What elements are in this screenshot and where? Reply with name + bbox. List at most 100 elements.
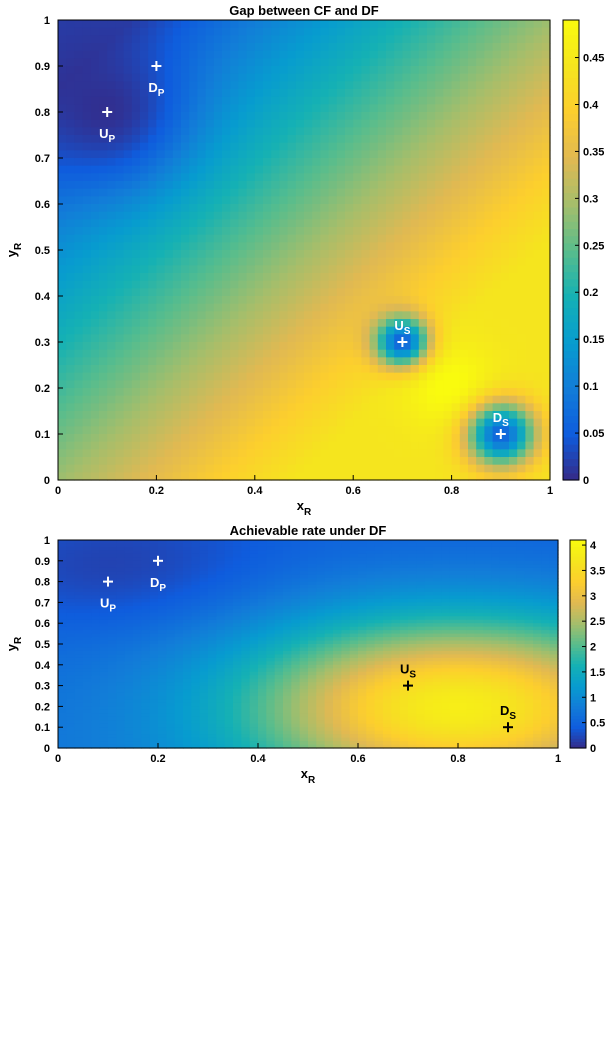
heatmap-cell: [328, 188, 338, 197]
heatmap-cell: [158, 654, 167, 659]
colorbar-step: [563, 41, 579, 50]
heatmap-cell: [295, 127, 305, 136]
heatmap-cell: [369, 449, 379, 458]
heatmap-cell: [91, 702, 101, 707]
heatmap-cell: [222, 464, 231, 473]
heatmap-cell: [386, 250, 395, 259]
heatmap-cell: [402, 418, 412, 427]
heatmap-cell: [254, 219, 264, 228]
heatmap-cell: [216, 696, 226, 701]
heatmap-cell: [141, 564, 151, 569]
heatmap-cell: [58, 303, 67, 312]
heatmap-cell: [500, 273, 510, 282]
heatmap-cell: [123, 73, 133, 82]
heatmap-cell: [418, 127, 428, 136]
heatmap-cell: [509, 319, 518, 328]
heatmap-cell: [148, 449, 157, 458]
heatmap-cell: [99, 388, 108, 397]
heatmap-cell: [191, 637, 201, 642]
heatmap-cell: [181, 349, 190, 358]
heatmap-cell: [164, 73, 174, 82]
heatmap-cell: [476, 349, 485, 358]
heatmap-cell: [131, 250, 141, 259]
heatmap-cell: [369, 434, 379, 443]
heatmap-cell: [158, 585, 167, 590]
heatmap-cell: [66, 472, 75, 481]
heatmap-cell: [500, 27, 510, 36]
heatmap-cell: [58, 441, 67, 450]
heatmap-cell: [197, 311, 207, 320]
heatmap-cell: [263, 357, 272, 366]
heatmap-cell: [394, 319, 403, 328]
heatmap-cell: [320, 234, 330, 243]
heatmap-cell: [500, 280, 510, 289]
heatmap-cell: [230, 250, 239, 259]
heatmap-cell: [197, 296, 207, 305]
colorbar-step: [563, 206, 579, 215]
heatmap-cell: [90, 326, 100, 335]
heatmap-cell: [394, 372, 403, 381]
heatmap-cell: [254, 311, 264, 320]
heatmap-cell: [58, 720, 67, 725]
heatmap-cell: [263, 211, 272, 220]
heatmap-cell: [468, 112, 477, 121]
heatmap-cell: [115, 73, 125, 82]
heatmap-cell: [271, 219, 280, 228]
heatmap-cell: [246, 334, 256, 343]
heatmap-cell: [108, 644, 117, 649]
heatmap-cell: [476, 296, 485, 305]
heatmap-cell: [246, 165, 256, 174]
heatmap-cell: [427, 96, 436, 105]
heatmap-cell: [181, 81, 190, 90]
heatmap-cell: [435, 257, 444, 266]
heatmap-cell: [91, 564, 101, 569]
heatmap-cell: [99, 741, 109, 746]
heatmap-cell: [83, 664, 92, 669]
heatmap-cell: [166, 546, 176, 551]
heatmap-cell: [107, 181, 116, 190]
heatmap-cell: [369, 188, 379, 197]
heatmap-cell: [394, 257, 403, 266]
heatmap-cell: [484, 219, 494, 228]
heatmap-cell: [509, 27, 518, 36]
heatmap-cell: [199, 696, 209, 701]
heatmap-cell: [199, 609, 209, 614]
heatmap-cell: [238, 181, 248, 190]
heatmap-cell: [82, 280, 92, 289]
heatmap-cell: [123, 58, 133, 67]
heatmap-cell: [451, 142, 461, 151]
heatmap-cell: [476, 196, 485, 205]
heatmap-cell: [238, 173, 248, 182]
heatmap-cell: [500, 50, 510, 59]
heatmap-cell: [386, 296, 395, 305]
heatmap-cell: [500, 265, 510, 274]
heatmap-cell: [124, 696, 134, 701]
heatmap-cell: [166, 675, 176, 680]
heatmap-cell: [164, 242, 174, 251]
heatmap-cell: [199, 550, 209, 555]
colorbar-tick-label: 0.25: [583, 240, 604, 252]
heatmap-cell: [517, 242, 526, 251]
heatmap-cell: [427, 334, 436, 343]
heatmap-cell: [74, 211, 84, 220]
heatmap-cell: [361, 365, 371, 374]
heatmap-cell: [213, 334, 223, 343]
heatmap-cell: [205, 365, 215, 374]
heatmap-cell: [58, 616, 67, 621]
heatmap-cell: [476, 158, 485, 167]
heatmap-cell: [99, 571, 109, 576]
heatmap-cell: [183, 668, 192, 673]
heatmap-cell: [166, 592, 176, 597]
heatmap-cell: [82, 380, 92, 389]
heatmap-cell: [336, 441, 346, 450]
heatmap-cell: [123, 457, 133, 466]
heatmap-cell: [394, 326, 403, 335]
heatmap-cell: [279, 89, 289, 98]
heatmap-cell: [459, 173, 469, 182]
heatmap-cell: [230, 89, 239, 98]
heatmap-cell: [74, 127, 84, 136]
heatmap-cell: [271, 96, 280, 105]
heatmap-cell: [82, 349, 92, 358]
heatmap-cell: [533, 219, 543, 228]
heatmap-cell: [213, 35, 223, 44]
